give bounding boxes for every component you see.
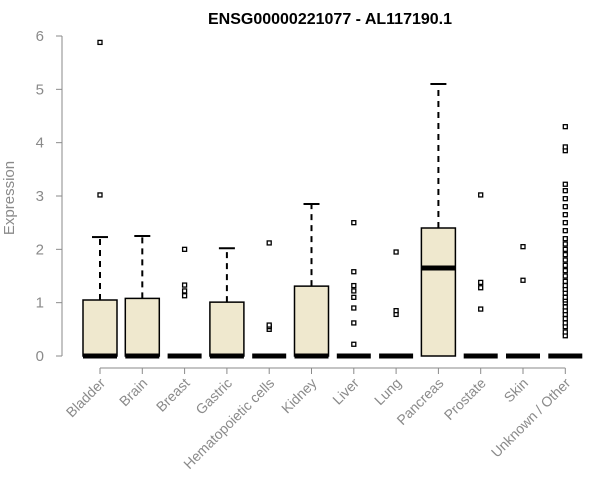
- y-tick-label: 2: [36, 241, 44, 258]
- outlier-point: [351, 320, 357, 326]
- outlier-point: [562, 252, 568, 258]
- box-skin: [506, 244, 540, 359]
- outlier-point: [520, 277, 526, 283]
- box-prostate: [463, 192, 498, 359]
- outlier-point: [562, 124, 568, 130]
- plot-area: [82, 39, 583, 359]
- outlier-point: [351, 341, 357, 347]
- box-pancreas: [420, 83, 457, 357]
- iqr-box: [209, 301, 245, 357]
- outlier-point: [562, 329, 568, 335]
- outlier-point: [562, 188, 568, 194]
- outlier-point: [351, 288, 357, 294]
- outlier-point: [478, 279, 484, 286]
- outlier-point: [478, 285, 484, 291]
- outlier-point: [562, 316, 568, 322]
- outlier-point: [478, 192, 484, 198]
- outlier-point: [562, 212, 568, 218]
- y-tick-label: 1: [36, 295, 44, 312]
- y-tick-label: 5: [36, 81, 44, 98]
- outlier-point: [97, 39, 103, 46]
- outlier-point: [520, 244, 526, 250]
- x-tick-label: Breast: [153, 375, 193, 415]
- iqr-box: [82, 299, 118, 357]
- outlier-point: [562, 294, 568, 300]
- x-tick-label: Bladder: [63, 375, 109, 421]
- x-tick-label: Liver: [329, 375, 362, 408]
- outlier-point: [478, 306, 484, 312]
- outlier-point: [562, 282, 568, 289]
- outlier-point: [351, 269, 357, 275]
- y-tick-label: 6: [36, 28, 44, 45]
- x-tick-label: Skin: [501, 375, 532, 406]
- box-gastric: [209, 247, 245, 359]
- outlier-point: [562, 320, 568, 326]
- outlier-point: [181, 288, 188, 294]
- box-bladder: [82, 39, 118, 359]
- outlier-point: [562, 246, 568, 252]
- outlier-point: [562, 196, 568, 202]
- outlier-point: [562, 257, 568, 263]
- outlier-point: [393, 249, 399, 255]
- outlier-point: [266, 322, 272, 328]
- x-tick-label: Pancreas: [393, 375, 446, 428]
- x-tick-label: Brain: [116, 375, 150, 409]
- box-liver: [336, 220, 371, 359]
- outlier-point: [351, 294, 357, 300]
- outlier-point: [562, 262, 568, 268]
- outlier-point: [562, 304, 568, 310]
- box-kidney: [293, 203, 330, 359]
- box-hematopoietic-cells: [252, 240, 287, 359]
- outlier-point: [562, 204, 568, 210]
- iqr-box: [293, 285, 330, 357]
- outlier-point: [97, 192, 103, 198]
- x-tick-label: Lung: [371, 375, 404, 408]
- outlier-point: [562, 241, 568, 247]
- outlier-point: [562, 278, 568, 284]
- iqr-box: [420, 227, 457, 357]
- box-brain: [124, 235, 161, 359]
- outlier-point: [562, 144, 568, 150]
- outlier-point: [393, 308, 399, 314]
- outlier-point: [562, 236, 568, 242]
- outlier-point: [266, 240, 272, 246]
- outlier-point: [181, 293, 188, 299]
- outlier-point: [181, 282, 188, 288]
- outlier-point: [562, 220, 568, 226]
- y-axis-label: Expression: [1, 161, 18, 235]
- outlier-point: [351, 220, 357, 226]
- box-lung: [379, 249, 414, 359]
- x-tick-label: Kidney: [278, 375, 320, 417]
- x-tick-label: Unknown / Other: [488, 375, 574, 461]
- outlier-point: [181, 246, 188, 252]
- outlier-point: [562, 228, 568, 234]
- outlier-point: [562, 273, 568, 279]
- outlier-point: [351, 305, 357, 311]
- outlier-point: [562, 181, 568, 187]
- chart-title: ENSG00000221077 - AL117190.1: [208, 11, 452, 28]
- outlier-point: [562, 268, 568, 274]
- y-tick-label: 4: [36, 135, 44, 152]
- y-axis: 0 1 2 3 4 5 6: [36, 28, 63, 365]
- outlier-point: [351, 282, 357, 289]
- box-unknown-other: [548, 124, 583, 359]
- box-breast: [167, 246, 202, 359]
- y-tick-label: 0: [36, 348, 44, 365]
- iqr-box: [124, 297, 161, 357]
- x-tick-label: Prostate: [441, 375, 489, 423]
- y-tick-label: 3: [36, 188, 44, 205]
